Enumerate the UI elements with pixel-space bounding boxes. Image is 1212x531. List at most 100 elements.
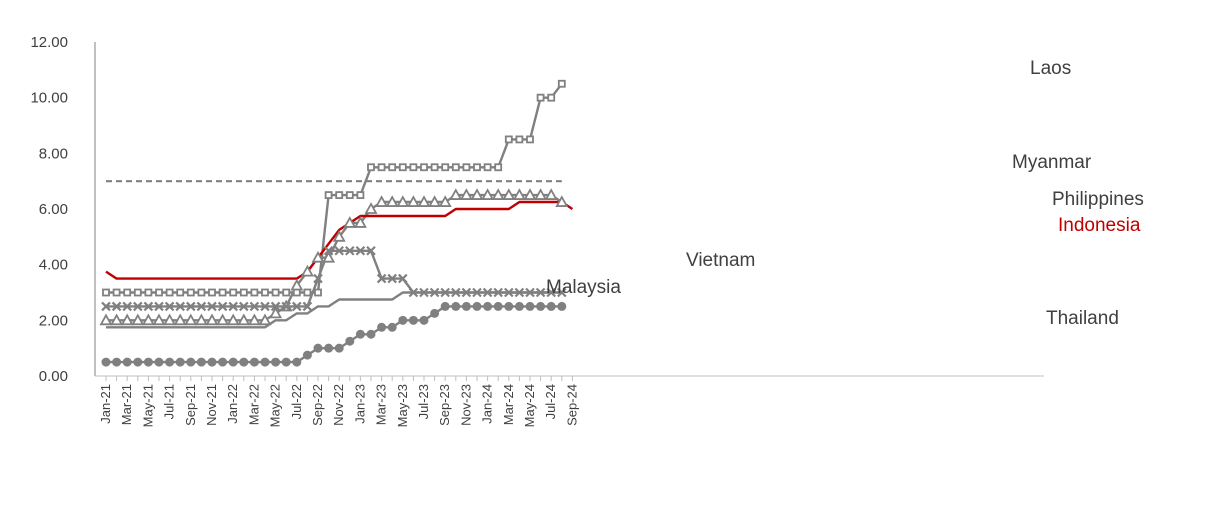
marker-thailand xyxy=(122,357,132,367)
x-tick-label: May-23 xyxy=(395,384,410,427)
marker-laos xyxy=(356,191,365,199)
marker-vietnam xyxy=(186,301,196,312)
series-label-laos: Laos xyxy=(1030,58,1071,79)
marker-vietnam xyxy=(143,301,154,312)
y-tick-label: 4.00 xyxy=(39,257,68,274)
marker-vietnam xyxy=(355,245,366,256)
series-label-philippines: Philippines xyxy=(1052,189,1144,210)
marker-thailand xyxy=(408,315,418,325)
marker-vietnam xyxy=(133,301,143,312)
marker-laos xyxy=(314,288,322,297)
marker-vietnam xyxy=(228,301,238,312)
marker-laos xyxy=(451,163,460,172)
marker-vietnam xyxy=(249,301,260,312)
marker-thailand xyxy=(207,357,217,367)
marker-vietnam xyxy=(260,301,270,312)
marker-laos xyxy=(197,288,206,297)
marker-vietnam xyxy=(366,245,376,256)
marker-philippines xyxy=(544,188,558,200)
marker-thailand xyxy=(101,357,111,367)
y-tick-label: 6.00 xyxy=(39,201,68,218)
marker-vietnam xyxy=(557,287,567,298)
marker-thailand xyxy=(313,343,323,353)
marker-laos xyxy=(483,163,492,172)
marker-vietnam xyxy=(429,287,440,298)
marker-vietnam xyxy=(451,287,461,298)
x-tick-label: Jan-21 xyxy=(98,384,113,424)
marker-philippines xyxy=(502,188,516,200)
marker-thailand xyxy=(218,357,228,367)
marker-philippines xyxy=(141,313,155,326)
marker-thailand xyxy=(334,343,344,353)
y-tick-label: 12.00 xyxy=(30,34,68,51)
marker-vietnam xyxy=(175,301,185,312)
marker-laos xyxy=(218,288,227,297)
marker-thailand xyxy=(377,322,387,332)
marker-vietnam xyxy=(525,287,535,298)
marker-philippines xyxy=(481,188,495,200)
marker-philippines xyxy=(247,313,261,326)
marker-laos xyxy=(102,288,110,297)
marker-laos xyxy=(515,135,524,144)
marker-laos xyxy=(377,163,386,172)
marker-thailand xyxy=(143,357,153,367)
marker-vietnam xyxy=(270,301,281,312)
marker-philippines xyxy=(523,188,537,200)
marker-thailand xyxy=(271,357,281,367)
x-tick-label: Jul-23 xyxy=(416,384,431,419)
marker-vietnam xyxy=(472,287,482,298)
marker-vietnam xyxy=(111,301,122,312)
marker-laos xyxy=(547,93,556,102)
marker-thailand xyxy=(504,301,514,311)
marker-thailand xyxy=(493,301,503,311)
marker-laos xyxy=(324,191,333,199)
marker-vietnam xyxy=(217,301,228,312)
marker-laos xyxy=(345,191,354,199)
marker-philippines xyxy=(385,195,399,207)
marker-philippines xyxy=(512,188,526,200)
marker-philippines xyxy=(491,188,505,200)
marker-philippines xyxy=(205,313,219,326)
marker-philippines xyxy=(120,313,134,326)
marker-vietnam xyxy=(482,287,493,298)
marker-thailand xyxy=(483,301,493,311)
marker-thailand xyxy=(249,357,259,367)
marker-laos xyxy=(367,163,375,172)
marker-vietnam xyxy=(154,301,164,312)
marker-thailand xyxy=(112,357,122,367)
marker-philippines xyxy=(311,250,325,263)
x-tick-label: May-22 xyxy=(268,384,283,427)
marker-philippines xyxy=(449,188,463,200)
y-tick-label: 8.00 xyxy=(39,145,68,162)
marker-laos xyxy=(409,163,418,172)
marker-laos xyxy=(165,288,174,297)
marker-thailand xyxy=(387,322,397,332)
marker-laos xyxy=(441,163,450,172)
marker-laos xyxy=(144,288,153,297)
marker-thailand xyxy=(398,315,408,325)
marker-vietnam xyxy=(101,301,111,312)
marker-philippines xyxy=(290,278,304,291)
x-tick-label: Nov-22 xyxy=(331,384,346,426)
marker-laos xyxy=(123,288,132,297)
marker-philippines xyxy=(470,188,484,200)
marker-vietnam xyxy=(345,245,355,256)
marker-vietnam xyxy=(419,287,429,298)
marker-vietnam xyxy=(313,273,323,284)
marker-thailand xyxy=(196,357,206,367)
marker-thailand xyxy=(165,357,175,367)
marker-thailand xyxy=(175,357,185,367)
marker-vietnam xyxy=(122,301,132,312)
marker-vietnam xyxy=(164,301,175,312)
marker-philippines xyxy=(375,195,389,207)
marker-thailand xyxy=(133,357,143,367)
x-tick-label: Mar-22 xyxy=(246,384,261,425)
marker-thailand xyxy=(557,301,567,311)
marker-vietnam xyxy=(239,301,249,312)
marker-philippines xyxy=(152,313,166,326)
marker-vietnam xyxy=(440,287,450,298)
marker-laos xyxy=(335,191,344,199)
marker-laos xyxy=(155,288,163,297)
marker-thailand xyxy=(440,301,450,311)
